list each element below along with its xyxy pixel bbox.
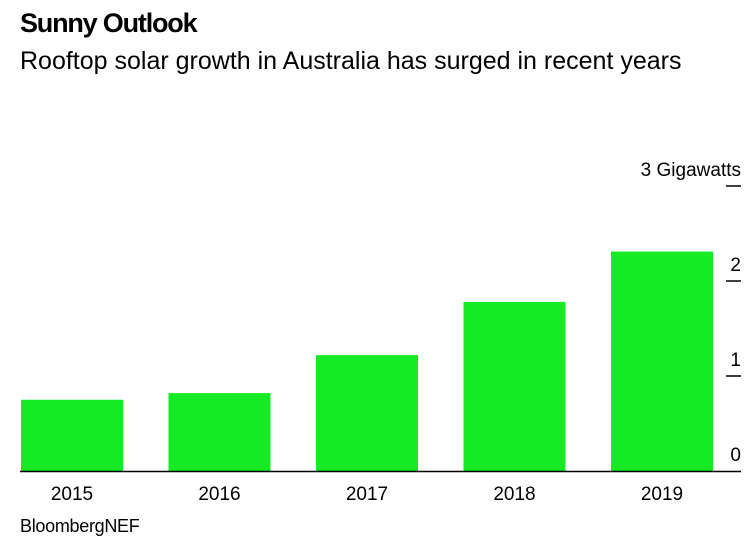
chart-title: Sunny Outlook	[20, 8, 198, 38]
bar-2019	[611, 251, 713, 471]
x-tick-label-2016: 2016	[198, 484, 240, 505]
x-tick-label-2019: 2019	[641, 484, 683, 505]
source-credit: BloombergNEF	[20, 516, 140, 536]
y-tick-label-3: 3 Gigawatts	[641, 160, 741, 181]
y-tick-label-2: 2	[730, 255, 741, 276]
bar-2017	[316, 355, 418, 471]
chart-subtitle: Rooftop solar growth in Australia has su…	[20, 47, 682, 75]
bar-2015	[21, 399, 123, 471]
bar-2018	[463, 301, 566, 471]
x-tick-label-2015: 2015	[51, 484, 93, 505]
x-tick-label-2017: 2017	[346, 484, 388, 505]
bar-2016	[168, 393, 271, 471]
x-tick-label-2018: 2018	[493, 484, 535, 505]
y-tick-label-0: 0	[730, 445, 741, 466]
y-tick-label-1: 1	[730, 350, 741, 371]
